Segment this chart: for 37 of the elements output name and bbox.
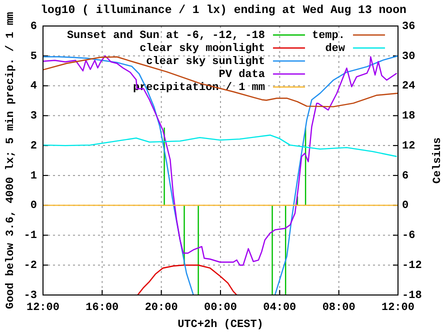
y2-tick-label: 30 bbox=[402, 50, 416, 63]
y2-tick-label: 24 bbox=[402, 80, 416, 93]
y2-tick-label: 6 bbox=[402, 170, 409, 182]
y-tick-label: 0 bbox=[30, 200, 37, 212]
y2-tick-label: 36 bbox=[402, 20, 416, 33]
y2-tick-label: 18 bbox=[402, 110, 416, 123]
chart-title: log10 ( illuminance / 1 lx) ending at Wed Aug 13 noon bbox=[40, 4, 406, 17]
x-axis-title: UTC+2h (CEST) bbox=[178, 319, 264, 331]
y-axis-title: Good below 3.6, 4000 lx; 5 min precip. / 1 mm bbox=[4, 12, 17, 310]
y2-tick-label: 0 bbox=[402, 200, 409, 212]
y2-tick-label: 12 bbox=[402, 140, 416, 152]
y-tick-label: 6 bbox=[30, 20, 37, 33]
legend-label: Sunset and Sun at -6, -12, -18 bbox=[66, 30, 266, 42]
x-tick-label: 08:00 bbox=[322, 302, 356, 314]
legend-label: PV data bbox=[218, 68, 266, 81]
y2-tick-label: -6 bbox=[402, 230, 416, 242]
y-tick-label: -3 bbox=[24, 290, 38, 302]
x-tick-label: 12:00 bbox=[26, 302, 60, 314]
y-tick-label: 5 bbox=[30, 50, 38, 63]
legend-label: dew bbox=[325, 42, 346, 55]
x-tick-label: 20:00 bbox=[144, 302, 178, 314]
y2-tick-label: -18 bbox=[402, 290, 422, 302]
y2-tick-label: -12 bbox=[402, 260, 422, 272]
x-tick-label: 12:00 bbox=[381, 302, 415, 314]
y2-axis-title: Celsius bbox=[432, 137, 444, 184]
x-tick-label: 16:00 bbox=[86, 302, 119, 314]
y-tick-label: 3 bbox=[30, 110, 38, 123]
y-tick-label: -1 bbox=[24, 230, 38, 242]
y-tick-label: -2 bbox=[24, 260, 37, 272]
legend-label: clear sky moonlight bbox=[140, 42, 265, 55]
x-tick-label: 00:00 bbox=[204, 302, 238, 314]
y-tick-label: 4 bbox=[30, 80, 38, 93]
legend-label: clear sky sunlight bbox=[146, 56, 265, 68]
legend-label: temp. bbox=[312, 30, 345, 42]
y-tick-label: 2 bbox=[30, 140, 37, 152]
x-tick-label: 04:00 bbox=[263, 302, 296, 314]
y-tick-label: 1 bbox=[30, 170, 38, 182]
